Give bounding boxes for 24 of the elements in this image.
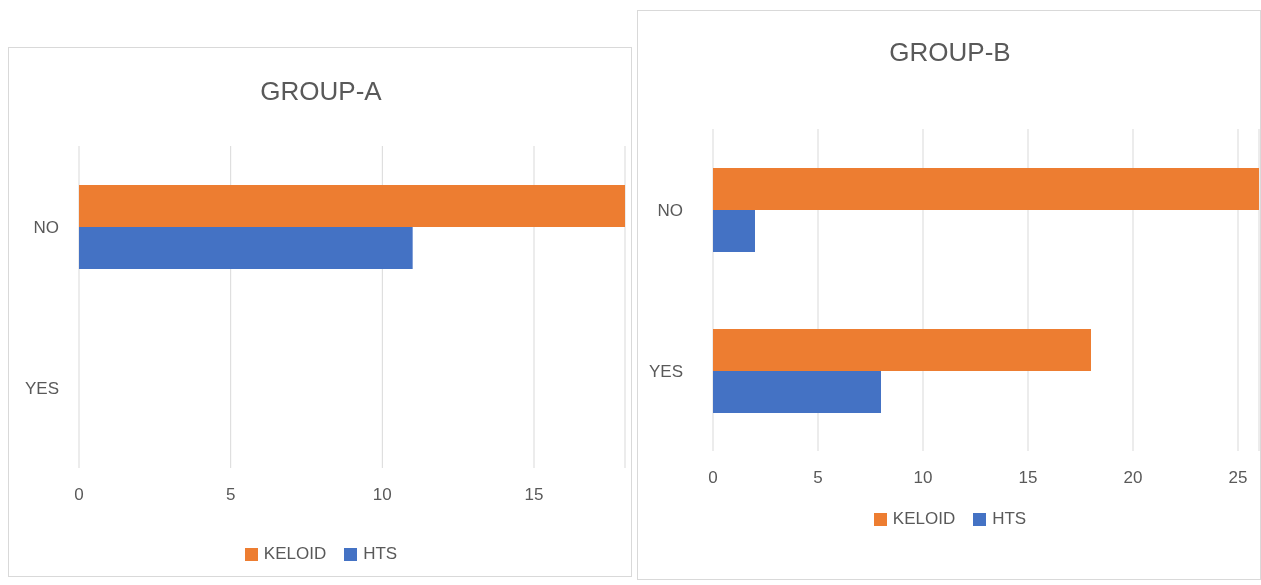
x-tick-label: 20 <box>1123 468 1143 488</box>
legend-label: KELOID <box>891 509 956 529</box>
x-tick-label: 10 <box>913 468 933 488</box>
y-tick-label: YES <box>24 378 59 398</box>
y-tick-label: NO <box>33 217 59 237</box>
x-tick-label: 0 <box>708 468 718 488</box>
bar <box>713 210 755 252</box>
x-tick-label: 5 <box>813 468 823 488</box>
x-tick-label: 10 <box>372 485 392 505</box>
bar <box>713 168 1259 210</box>
x-tick-label: 15 <box>1018 468 1038 488</box>
x-tick-label: 5 <box>225 485 236 505</box>
x-tick-label: 25 <box>1228 468 1248 488</box>
legend-label: KELOID <box>262 544 327 564</box>
y-tick-label: NO <box>657 200 683 220</box>
legend-label: HTS <box>991 509 1027 529</box>
bar <box>713 329 1091 371</box>
x-tick-label: 0 <box>74 485 84 505</box>
legend-label: HTS <box>362 544 398 564</box>
chart-title: GROUP-B <box>888 37 1012 68</box>
bar <box>713 371 881 413</box>
chart-title: GROUP-A <box>259 76 383 107</box>
x-tick-label: 15 <box>524 485 544 505</box>
y-tick-label: YES <box>648 361 683 381</box>
